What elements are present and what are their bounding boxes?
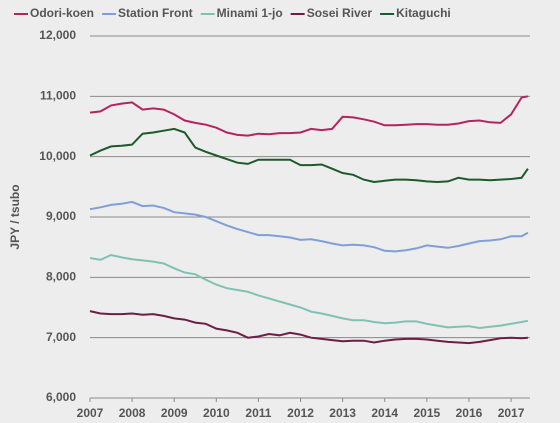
y-tick-label: 6,000 — [46, 390, 76, 404]
x-tick-label: 2007 — [77, 406, 104, 420]
legend-label: Kitaguchi — [396, 6, 451, 20]
series-line — [89, 200, 529, 253]
legend-label: Sosei River — [307, 6, 373, 20]
x-tick-label: 2015 — [413, 406, 440, 420]
x-tick-label: 2013 — [329, 406, 356, 420]
y-tick-label: 12,000 — [39, 28, 76, 42]
y-axis-label: JPY / tsubo — [8, 184, 22, 249]
series-line — [89, 253, 529, 330]
series-line — [89, 310, 528, 345]
x-tick-label: 2010 — [203, 406, 230, 420]
x-tick-label: 2012 — [287, 406, 314, 420]
x-tick-label: 2017 — [498, 406, 525, 420]
x-tick-label: 2016 — [456, 406, 483, 420]
legend-label: Odori-koen — [30, 6, 94, 20]
x-tick-label: 2008 — [119, 406, 146, 420]
y-tick-label: 9,000 — [46, 209, 76, 223]
series-line — [89, 95, 529, 137]
y-tick-label: 8,000 — [46, 270, 76, 284]
x-tick-label: 2014 — [371, 406, 398, 420]
legend-label: Minami 1-jo — [217, 6, 283, 20]
y-tick-label: 11,000 — [40, 89, 76, 103]
x-tick-label: 2011 — [245, 406, 271, 420]
legend-label: Station Front — [118, 6, 193, 20]
y-tick-label: 10,000 — [39, 149, 76, 163]
x-tick-label: 2009 — [161, 406, 188, 420]
series-line — [89, 127, 529, 184]
y-tick-label: 7,000 — [46, 330, 76, 344]
